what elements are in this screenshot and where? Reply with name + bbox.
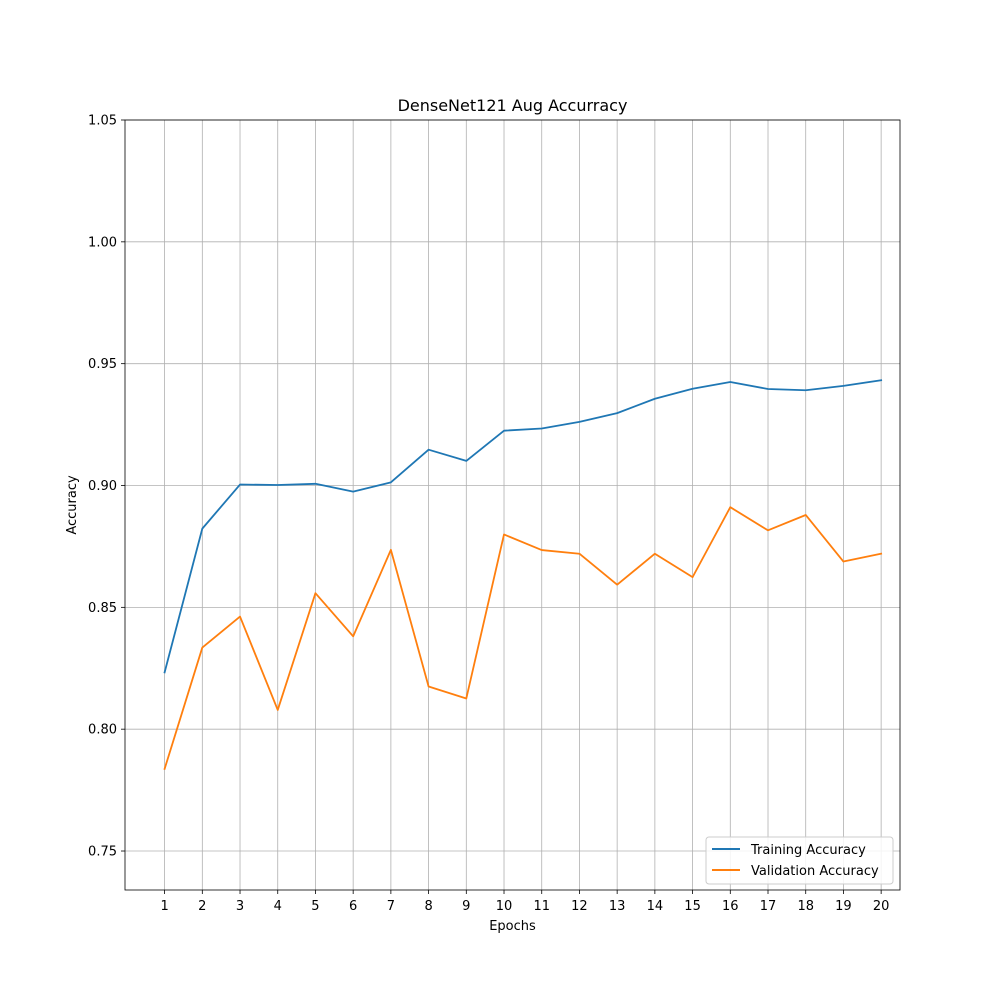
x-tick-label: 17 [760, 899, 777, 914]
legend: Training Accuracy Validation Accuracy [705, 836, 894, 885]
x-tick-label: 2 [198, 899, 206, 914]
grid [125, 119, 900, 890]
legend-label-training: Training Accuracy [750, 843, 866, 858]
y-tick-label: 0.85 [88, 601, 117, 616]
x-tick-label: 11 [533, 899, 550, 914]
y-axis-label: Accuracy [65, 475, 80, 535]
x-tick-label: 16 [722, 899, 739, 914]
x-tick-label: 15 [684, 899, 701, 914]
x-tick-label: 4 [274, 899, 282, 914]
y-axis-ticks: 0.75 0.80 0.85 0.90 0.95 1.00 1.05 [88, 114, 125, 860]
y-tick-label: 0.80 [88, 723, 117, 738]
x-tick-label: 5 [311, 899, 319, 914]
chart-title: DenseNet121 Aug Accurracy [398, 96, 628, 115]
y-tick-label: 1.00 [88, 235, 117, 250]
y-tick-label: 0.90 [88, 479, 117, 494]
x-tick-label: 18 [797, 899, 814, 914]
x-tick-label: 7 [387, 899, 395, 914]
validation-accuracy-line [163, 506, 883, 771]
x-tick-label: 19 [835, 899, 852, 914]
x-tick-label: 9 [462, 899, 470, 914]
x-tick-label: 14 [647, 899, 664, 914]
x-tick-label: 8 [424, 899, 432, 914]
x-tick-label: 10 [496, 899, 513, 914]
x-tick-label: 1 [160, 899, 168, 914]
training-accuracy-line [163, 379, 883, 674]
x-tick-label: 13 [609, 899, 626, 914]
series-lines [163, 379, 883, 771]
x-axis-ticks: 1 2 3 4 5 6 7 8 9 10 11 12 13 14 15 16 17 18 19 20 [160, 890, 889, 914]
x-axis-label: Epochs [489, 919, 536, 934]
x-tick-label: 12 [571, 899, 588, 914]
x-tick-label: 3 [236, 899, 244, 914]
y-tick-label: 0.75 [88, 845, 117, 860]
legend-label-validation: Validation Accuracy [751, 864, 879, 879]
x-tick-label: 20 [873, 899, 890, 914]
y-tick-label: 1.05 [88, 114, 117, 129]
y-tick-label: 0.95 [88, 357, 117, 372]
plot-frame [124, 119, 901, 891]
legend-box [705, 836, 894, 885]
x-tick-label: 6 [349, 899, 357, 914]
